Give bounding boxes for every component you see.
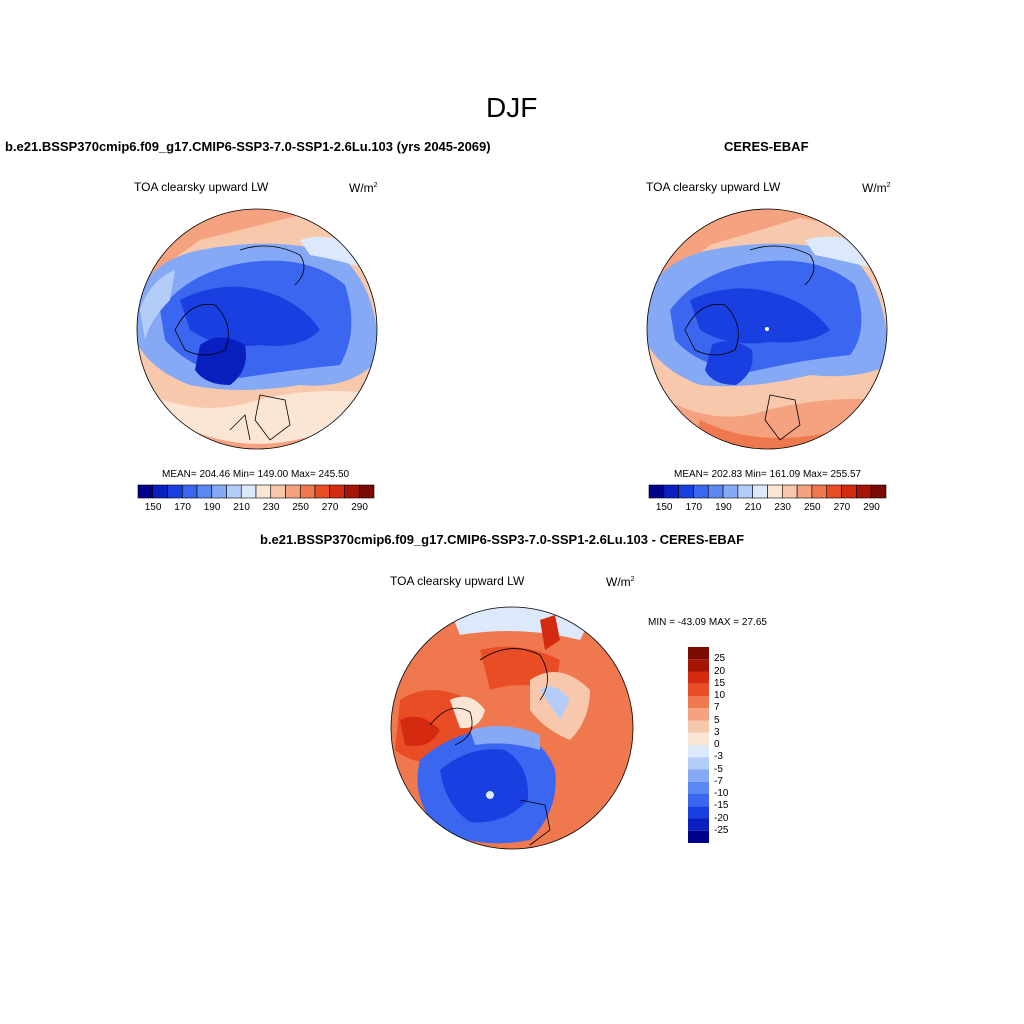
diff-colorbar-box — [688, 708, 709, 721]
diff-colorbar-box — [688, 647, 709, 660]
obs-colorbar-box — [678, 484, 694, 499]
diff-colorbar-box — [688, 671, 709, 684]
diff-colorbar-label: -25 — [714, 824, 729, 836]
obs-colorbar-box — [722, 484, 739, 499]
diff-colorbar-label: 5 — [714, 714, 720, 726]
obs-colorbar-box — [841, 484, 857, 499]
diff-colorbar-box — [688, 659, 709, 672]
model-colorbar-box — [211, 484, 227, 499]
model-colorbar-box — [181, 484, 198, 499]
diff-colorbar-box — [688, 745, 709, 758]
model-colorbar-box — [329, 484, 345, 499]
obs-variable-label: TOA clearsky upward LW — [646, 180, 781, 194]
obs-colorbar-tick: 230 — [774, 502, 791, 513]
obs-colorbar-tick: 290 — [863, 502, 880, 513]
obs-colorbar-box — [811, 484, 828, 499]
model-colorbar-box — [299, 484, 316, 499]
obs-colorbar-tick: 170 — [685, 502, 703, 513]
obs-colorbar-box — [796, 484, 813, 499]
diff-colorbar-box — [688, 830, 709, 843]
model-colorbar-box — [358, 484, 375, 499]
diff-colorbar-label: 7 — [714, 702, 720, 714]
model-colorbar-box — [137, 484, 154, 499]
obs-map — [647, 209, 887, 449]
model-stats: MEAN= 204.46 Min= 149.00 Max= 245.50 — [162, 469, 350, 480]
obs-panel-title: CERES-EBAF — [724, 139, 809, 154]
diff-panel-title: b.e21.BSSP370cmip6.f09_g17.CMIP6-SSP3-7.… — [260, 532, 745, 547]
model-colorbar-box — [285, 484, 301, 499]
diff-colorbar-label: 0 — [714, 739, 720, 750]
obs-colorbar — [648, 484, 887, 499]
obs-colorbar-tick: 190 — [715, 502, 732, 513]
diff-colorbar-label: 25 — [714, 653, 726, 665]
diff-map — [391, 607, 633, 849]
diff-colorbar-box — [688, 683, 709, 696]
diff-colorbar-label: -15 — [714, 800, 729, 812]
model-colorbar-tick: 250 — [292, 502, 309, 513]
diff-colorbar-label: 20 — [714, 665, 726, 677]
model-colorbar-box — [240, 484, 257, 499]
model-colorbar-box — [152, 484, 168, 499]
obs-colorbar-box — [782, 484, 798, 499]
model-colorbar-tick: 210 — [233, 502, 250, 513]
diff-colorbar-label: -5 — [714, 763, 723, 775]
model-colorbar-box — [196, 484, 213, 499]
model-colorbar-tick: 150 — [144, 502, 162, 513]
obs-colorbar-tick: 150 — [655, 502, 673, 513]
diff-units-label: W/m2 — [606, 575, 635, 589]
model-colorbar-tick: 270 — [321, 502, 339, 513]
obs-colorbar-box — [707, 484, 724, 499]
diff-stats: MIN = -43.09 MAX = 27.65 — [648, 617, 767, 628]
obs-stats: MEAN= 202.83 Min= 161.09 Max= 255.57 — [674, 469, 862, 480]
diff-colorbar-label: 10 — [714, 690, 726, 701]
model-map — [137, 209, 377, 449]
obs-colorbar-tick: 270 — [833, 502, 851, 513]
figure-title: DJF — [486, 92, 538, 123]
diff-colorbar-label: 15 — [714, 677, 726, 689]
diff-colorbar-box — [688, 720, 709, 733]
obs-colorbar-box — [856, 484, 872, 499]
obs-colorbar-box — [648, 484, 665, 499]
obs-colorbar-tick: 250 — [803, 502, 821, 513]
obs-colorbar-box — [870, 484, 887, 499]
model-variable-label: TOA clearsky upward LW — [134, 180, 269, 194]
diff-colorbar-box — [688, 806, 709, 819]
diff-colorbar-box — [688, 769, 709, 782]
model-colorbar-box — [255, 484, 272, 499]
model-colorbar — [137, 484, 375, 499]
diff-colorbar-box — [688, 696, 709, 709]
model-colorbar-tick: 190 — [203, 502, 221, 513]
model-colorbar-box — [226, 484, 242, 499]
diff-colorbar-box — [688, 781, 709, 794]
obs-colorbar-box — [826, 484, 842, 499]
model-colorbar-box — [344, 484, 360, 499]
obs-colorbar-box — [663, 484, 679, 499]
diff-colorbar-box — [688, 818, 709, 831]
model-colorbar-tick: 290 — [351, 502, 368, 513]
obs-colorbar-box — [752, 484, 768, 499]
model-colorbar-box — [167, 484, 183, 499]
model-colorbar-box — [314, 484, 331, 499]
diff-colorbar-box — [688, 732, 709, 745]
obs-units-label: W/m2 — [862, 181, 891, 195]
diff-colorbar-label: -7 — [714, 775, 723, 787]
obs-colorbar-box — [737, 484, 753, 499]
model-colorbar-tick: 230 — [262, 502, 280, 513]
diff-colorbar — [688, 647, 709, 843]
model-panel-title: b.e21.BSSP370cmip6.f09_g17.CMIP6-SSP3-7.… — [5, 139, 491, 154]
obs-colorbar-box — [767, 484, 783, 499]
diff-colorbar-box — [688, 794, 709, 807]
diff-colorbar-label: 3 — [714, 726, 720, 738]
diff-variable-label: TOA clearsky upward LW — [390, 574, 525, 588]
diff-colorbar-label: -20 — [714, 812, 729, 824]
model-units-label: W/m2 — [349, 181, 378, 195]
model-colorbar-box — [270, 484, 286, 499]
model-colorbar-tick: 170 — [174, 502, 191, 513]
diff-colorbar-label: -3 — [714, 751, 723, 763]
diff-colorbar-label: -10 — [714, 788, 729, 799]
obs-colorbar-tick: 210 — [744, 502, 762, 513]
diff-colorbar-box — [688, 757, 709, 770]
obs-colorbar-box — [693, 484, 709, 499]
